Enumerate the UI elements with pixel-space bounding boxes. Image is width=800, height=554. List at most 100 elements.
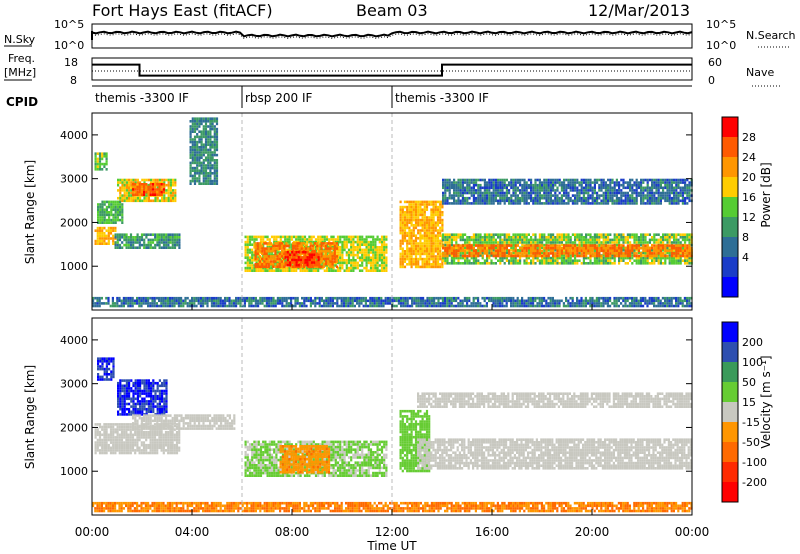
data-cell [442, 233, 445, 236]
data-cell [288, 235, 291, 239]
data-cell [193, 177, 197, 180]
data-cell [538, 196, 541, 200]
data-cell [534, 246, 537, 250]
data-cell [354, 246, 357, 249]
data-cell [143, 190, 146, 194]
data-cell [472, 236, 475, 239]
data-cell [213, 146, 216, 149]
data-cell [545, 238, 548, 242]
data-cell [662, 262, 665, 265]
data-cell [510, 183, 513, 187]
data-cell [272, 255, 275, 258]
data-cell [399, 208, 402, 211]
cpid-segment-label: themis -3300 IF [95, 91, 189, 105]
data-cell [347, 269, 351, 272]
data-cell [611, 256, 614, 260]
data-cell [609, 256, 612, 260]
data-cell [477, 249, 480, 252]
data-cell [673, 241, 676, 244]
data-cell [189, 174, 192, 178]
data-cell [618, 252, 621, 255]
data-cell [101, 205, 104, 209]
data-cell [308, 258, 311, 262]
data-cell [372, 240, 375, 244]
data-cell [490, 246, 493, 250]
data-cell [288, 240, 291, 244]
data-cell [668, 246, 671, 249]
data-cell [541, 259, 544, 262]
data-cell [401, 213, 404, 217]
data-cell [329, 260, 332, 263]
data-cell [374, 248, 377, 252]
data-cell [136, 185, 139, 189]
data-cell [651, 236, 654, 239]
data-cell [154, 185, 157, 189]
data-cell [358, 256, 362, 259]
data-cell [265, 249, 268, 253]
data-cell [560, 259, 563, 262]
data-cell [432, 257, 435, 261]
data-cell [333, 252, 336, 256]
data-cell [527, 254, 530, 258]
data-cell [578, 196, 581, 200]
data-cell [620, 189, 623, 192]
data-cell [414, 257, 418, 261]
data-cell [189, 161, 192, 165]
data-cell [430, 224, 433, 227]
data-cell [352, 259, 355, 262]
data-cell [421, 218, 424, 222]
data-cell [512, 256, 515, 260]
data-cell [417, 231, 420, 235]
data-cell [560, 241, 563, 244]
data-cell [470, 186, 473, 190]
data-cell [380, 266, 384, 270]
data-cell [96, 152, 99, 155]
data-cell [512, 238, 515, 242]
data-cell [512, 246, 515, 249]
data-cell [534, 189, 537, 192]
data-cell [193, 140, 197, 144]
data-cell [385, 264, 388, 267]
data-cell [414, 263, 418, 266]
data-cell [684, 262, 687, 265]
data-cell [525, 196, 528, 200]
data-cell [459, 254, 462, 257]
data-cell [167, 238, 170, 242]
data-cell [127, 236, 130, 239]
data-cell [659, 244, 662, 247]
data-cell [439, 221, 442, 224]
data-cell [423, 239, 426, 243]
data-cell [470, 189, 473, 192]
data-cell [552, 202, 555, 205]
data-cell [408, 231, 411, 235]
data-cell [369, 246, 373, 249]
data-cell [117, 189, 120, 192]
data-cell [215, 153, 219, 157]
data-cell [681, 246, 684, 249]
data-cell [352, 261, 355, 265]
data-cell [436, 229, 440, 232]
data-cell [339, 235, 342, 239]
data-cell [296, 247, 299, 250]
data-cell [659, 252, 662, 255]
data-cell [472, 189, 475, 192]
data-cell [534, 178, 537, 182]
data-cell [302, 258, 305, 262]
data-cell [582, 241, 585, 244]
data-cell [523, 202, 526, 205]
data-cell [408, 205, 411, 209]
data-cell [635, 181, 638, 184]
data-cell [444, 259, 447, 262]
data-cell [116, 216, 119, 219]
data-cell [378, 264, 381, 267]
data-cell [470, 252, 473, 255]
data-cell [116, 200, 119, 204]
data-cell [554, 181, 557, 184]
data-cell [444, 202, 447, 205]
data-cell [679, 244, 682, 247]
data-cell [488, 181, 491, 184]
data-cell [130, 196, 133, 200]
data-cell [385, 259, 388, 262]
data-cell [96, 237, 99, 240]
data-cell [464, 238, 467, 242]
